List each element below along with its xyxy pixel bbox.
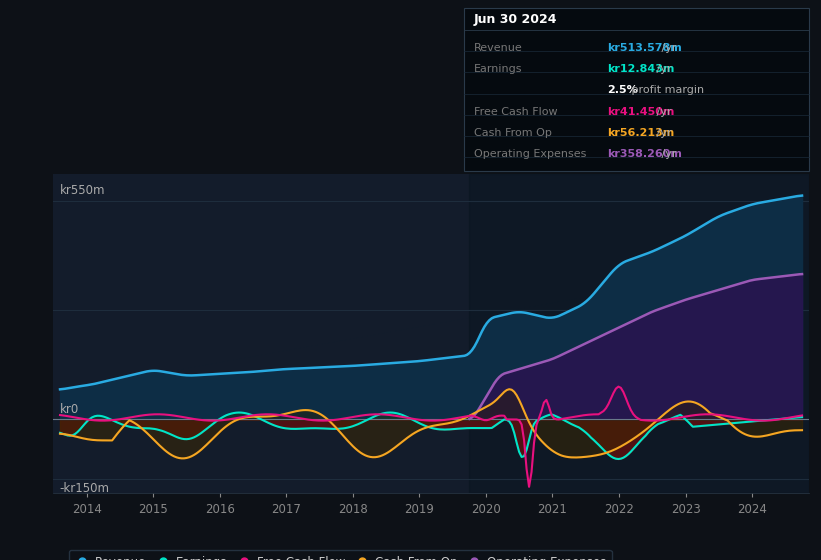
Text: 2.5%: 2.5% bbox=[608, 85, 638, 95]
Text: -kr150m: -kr150m bbox=[59, 482, 109, 495]
Text: Free Cash Flow: Free Cash Flow bbox=[474, 106, 557, 116]
Text: profit margin: profit margin bbox=[628, 85, 704, 95]
Text: Operating Expenses: Operating Expenses bbox=[474, 149, 586, 159]
Text: kr41.450m: kr41.450m bbox=[608, 106, 675, 116]
Text: kr12.843m: kr12.843m bbox=[608, 64, 675, 74]
Text: kr513.578m: kr513.578m bbox=[608, 43, 682, 53]
Text: Revenue: Revenue bbox=[474, 43, 522, 53]
Text: /yr: /yr bbox=[654, 106, 672, 116]
Text: Cash From Op: Cash From Op bbox=[474, 128, 552, 138]
Text: /yr: /yr bbox=[654, 128, 672, 138]
Text: /yr: /yr bbox=[658, 43, 677, 53]
Text: kr0: kr0 bbox=[59, 403, 79, 416]
Text: kr550m: kr550m bbox=[59, 184, 105, 197]
Bar bbox=[470, 174, 809, 493]
Text: /yr: /yr bbox=[654, 64, 672, 74]
Text: kr358.260m: kr358.260m bbox=[608, 149, 682, 159]
Text: Earnings: Earnings bbox=[474, 64, 522, 74]
Legend: Revenue, Earnings, Free Cash Flow, Cash From Op, Operating Expenses: Revenue, Earnings, Free Cash Flow, Cash … bbox=[69, 550, 612, 560]
Text: Jun 30 2024: Jun 30 2024 bbox=[474, 13, 557, 26]
Text: /yr: /yr bbox=[658, 149, 677, 159]
Text: kr56.213m: kr56.213m bbox=[608, 128, 675, 138]
